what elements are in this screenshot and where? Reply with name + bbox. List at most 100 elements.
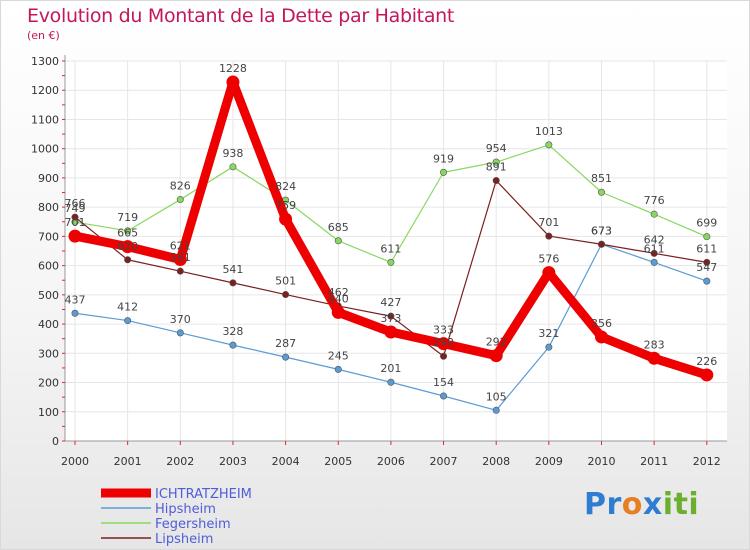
data-label: 154: [433, 376, 454, 389]
x-tick-label: 2006: [377, 455, 405, 468]
data-label: 581: [170, 251, 191, 264]
data-label: 766: [65, 197, 86, 210]
data-label: 1228: [219, 62, 247, 75]
data-point: [703, 258, 711, 266]
data-label: 356: [591, 317, 612, 330]
data-point: [334, 237, 342, 245]
chart-title: Evolution du Montant de la Dette par Hab…: [27, 5, 455, 27]
data-point: [489, 349, 503, 363]
data-label: 226: [696, 355, 717, 368]
data-point: [387, 378, 395, 386]
x-tick-label: 2007: [430, 455, 458, 468]
data-point: [124, 227, 132, 235]
data-label: 283: [644, 338, 665, 351]
data-label: 685: [328, 221, 349, 234]
data-point: [226, 75, 240, 89]
logo-letter: r: [606, 487, 622, 522]
logo-letter: i: [688, 487, 700, 522]
y-tick-label: 800: [38, 201, 59, 214]
x-tick-label: 2001: [114, 455, 142, 468]
data-point: [124, 256, 132, 264]
data-label: 891: [486, 161, 507, 174]
y-tick-label: 700: [38, 230, 59, 243]
x-tick-label: 2003: [219, 455, 247, 468]
y-tick-label: 1000: [31, 143, 59, 156]
data-label: 620: [117, 240, 138, 253]
data-point: [387, 312, 395, 320]
x-tick-label: 2009: [535, 455, 563, 468]
data-label: 105: [486, 390, 507, 403]
data-point: [279, 212, 293, 226]
data-point: [282, 291, 290, 299]
data-label: 328: [222, 325, 243, 338]
data-point: [703, 277, 711, 285]
x-tick-label: 2005: [324, 455, 352, 468]
data-label: 699: [696, 217, 717, 230]
data-label: 321: [538, 327, 559, 340]
data-point: [71, 309, 79, 317]
data-point: [121, 240, 135, 254]
data-point: [437, 337, 451, 351]
data-label: 373: [380, 312, 401, 325]
x-tick-label: 2008: [482, 455, 510, 468]
data-point: [176, 329, 184, 337]
data-label: 290: [433, 336, 454, 349]
y-tick-label: 400: [38, 318, 59, 331]
data-label: 201: [380, 362, 401, 375]
data-label: 333: [433, 324, 454, 337]
x-tick-label: 2012: [693, 455, 721, 468]
legend-label: Fegersheim: [155, 517, 231, 532]
data-label: 719: [117, 211, 138, 224]
data-point: [650, 249, 658, 257]
logo-letter: t: [673, 487, 689, 522]
logo-letter: P: [584, 487, 607, 522]
x-tick-label: 2000: [61, 455, 89, 468]
data-label: 427: [380, 296, 401, 309]
data-label: 292: [486, 336, 507, 349]
data-point: [650, 210, 658, 218]
data-point: [331, 305, 345, 319]
data-point: [282, 353, 290, 361]
y-tick-label: 0: [52, 435, 59, 448]
x-tick-label: 2010: [588, 455, 616, 468]
x-tick-label: 2002: [166, 455, 194, 468]
data-point: [700, 368, 714, 382]
data-point: [545, 232, 553, 240]
proxiti-logo: Proxiti: [584, 487, 699, 522]
y-tick-label: 300: [38, 347, 59, 360]
data-label: 665: [117, 227, 138, 240]
data-point: [229, 341, 237, 349]
data-label: 437: [65, 293, 86, 306]
y-tick-label: 600: [38, 260, 59, 273]
data-point: [597, 188, 605, 196]
data-point: [492, 177, 500, 185]
data-label: 919: [433, 152, 454, 165]
data-point: [229, 279, 237, 287]
data-label: 547: [696, 261, 717, 274]
x-tick-label: 2004: [272, 455, 300, 468]
data-label: 759: [275, 199, 296, 212]
data-label: 824: [275, 180, 296, 193]
data-point: [597, 240, 605, 248]
logo-letter: x: [642, 487, 663, 522]
data-point: [542, 266, 556, 280]
data-point: [647, 351, 661, 365]
y-tick-label: 1200: [31, 84, 59, 97]
data-point: [68, 229, 82, 243]
data-point: [173, 252, 187, 266]
data-label: 673: [591, 224, 612, 237]
logo-letter: o: [621, 487, 643, 522]
data-label: 701: [65, 216, 86, 229]
data-label: 541: [222, 263, 243, 276]
data-label: 611: [380, 242, 401, 255]
data-label: 576: [538, 253, 559, 266]
data-label: 501: [275, 275, 296, 288]
data-point: [492, 406, 500, 414]
data-point: [545, 343, 553, 351]
data-label: 749: [65, 202, 86, 215]
data-label: 851: [591, 172, 612, 185]
data-label: 287: [275, 337, 296, 350]
y-tick-label: 1300: [31, 55, 59, 68]
